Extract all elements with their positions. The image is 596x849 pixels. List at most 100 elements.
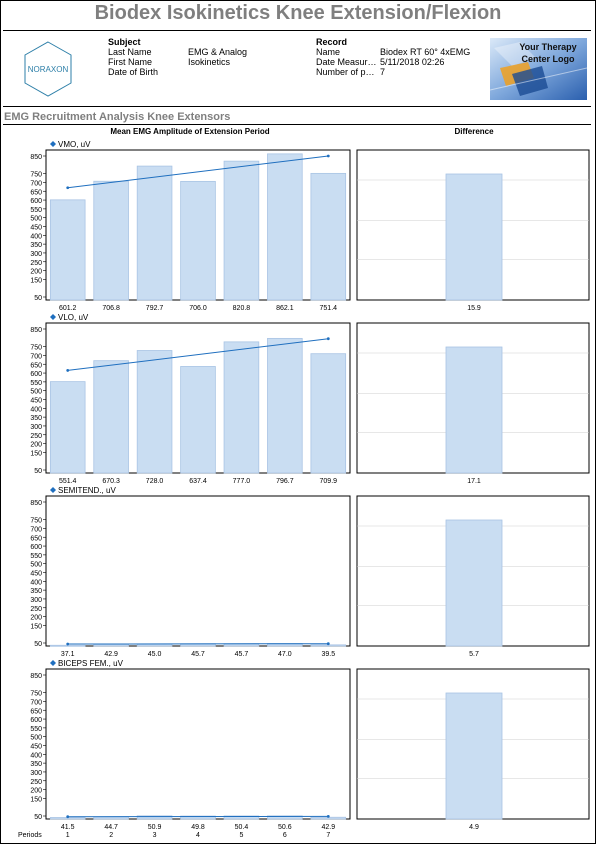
report-title: Biodex Isokinetics Knee Extension/Flexio…: [0, 2, 596, 25]
plot-frame: [46, 669, 350, 819]
y-tick-label: 650: [30, 535, 42, 542]
y-tick-label: 200: [30, 788, 42, 795]
y-tick-label: 150: [30, 450, 42, 457]
y-tick-label: 750: [30, 518, 42, 525]
record-label-name: Name: [316, 47, 340, 57]
noraxon-logo: NORAXON: [22, 40, 74, 103]
trend-point: [66, 369, 69, 372]
series-label: VLO, uV: [58, 313, 89, 322]
y-tick-label: 500: [30, 389, 42, 396]
bar-value-label: 50.9: [148, 824, 162, 831]
y-tick-label: 850: [30, 327, 42, 334]
y-tick-label: 650: [30, 189, 42, 196]
y-tick-label: 400: [30, 233, 42, 240]
difference-bar: [446, 520, 502, 646]
y-tick-label: 200: [30, 442, 42, 449]
y-tick-label: 350: [30, 588, 42, 595]
chart-biceps: BICEPS FEM., uV5015020025030035040045050…: [0, 656, 596, 844]
y-tick-label: 400: [30, 579, 42, 586]
period-label: 4: [196, 832, 200, 839]
subject-value-first-name: Isokinetics: [188, 57, 230, 67]
y-tick-label: 650: [30, 362, 42, 369]
subject-value-last-name: EMG & Analog: [188, 47, 247, 57]
logo-text: NORAXON: [28, 65, 69, 74]
trend-point: [66, 186, 69, 189]
trend-point: [327, 815, 330, 818]
record-heading: Record: [316, 37, 347, 47]
difference-bar: [446, 347, 502, 473]
therapy-center-logo: Your Therapy Center Logo: [490, 38, 587, 100]
divider-section: [3, 124, 591, 125]
series-label: BICEPS FEM., uV: [58, 659, 124, 668]
y-tick-label: 700: [30, 353, 42, 360]
chart-vmo: VMO, uV501502002503003504004505005506006…: [0, 137, 596, 312]
series-marker: [50, 660, 56, 666]
y-tick-label: 300: [30, 597, 42, 604]
trend-point: [327, 642, 330, 645]
y-tick-label: 600: [30, 717, 42, 724]
subject-label-last-name: Last Name: [108, 47, 152, 57]
period-label: 6: [283, 832, 287, 839]
record-label-periods: Number of p…: [316, 67, 375, 77]
y-tick-label: 850: [30, 673, 42, 680]
series-label: SEMITEND., uV: [58, 486, 116, 495]
y-tick-label: 350: [30, 761, 42, 768]
bar: [181, 181, 216, 300]
y-tick-label: 200: [30, 269, 42, 276]
y-tick-label: 300: [30, 251, 42, 258]
y-tick-label: 350: [30, 242, 42, 249]
y-tick-label: 400: [30, 406, 42, 413]
y-tick-label: 600: [30, 544, 42, 551]
y-tick-label: 250: [30, 433, 42, 440]
period-label: 7: [326, 832, 330, 839]
bar: [137, 166, 172, 300]
chart-vlo: VLO, uV501502002503003504004505005506006…: [0, 310, 596, 485]
y-tick-label: 50: [34, 295, 42, 302]
y-tick-label: 400: [30, 752, 42, 759]
bar-value-label: 50.4: [235, 824, 249, 831]
period-label: 2: [109, 832, 113, 839]
bar: [267, 154, 302, 300]
y-tick-label: 450: [30, 225, 42, 232]
y-tick-label: 600: [30, 198, 42, 205]
chart-semitend: SEMITEND., uV501502002503003504004505005…: [0, 483, 596, 658]
y-tick-label: 650: [30, 708, 42, 715]
bar: [267, 338, 302, 473]
section-title: EMG Recruitment Analysis Knee Extensors: [4, 111, 230, 123]
period-label: 5: [239, 832, 243, 839]
y-tick-label: 250: [30, 260, 42, 267]
y-tick-label: 550: [30, 726, 42, 733]
y-tick-label: 750: [30, 691, 42, 698]
y-tick-label: 500: [30, 216, 42, 223]
y-tick-label: 50: [34, 814, 42, 821]
record-value-name: Biodex RT 60° 4xEMG: [380, 47, 470, 57]
bar: [50, 382, 85, 473]
bar: [224, 161, 259, 300]
record-value-periods: 7: [380, 67, 385, 77]
y-tick-label: 700: [30, 699, 42, 706]
bar-value-label: 49.8: [191, 824, 205, 831]
y-tick-label: 600: [30, 371, 42, 378]
record-value-date: 5/11/2018 02:26: [380, 57, 444, 67]
series-marker: [50, 141, 56, 147]
difference-value-label: 4.9: [469, 824, 479, 831]
y-tick-label: 850: [30, 154, 42, 161]
y-tick-label: 250: [30, 606, 42, 613]
y-tick-label: 750: [30, 345, 42, 352]
bar: [181, 366, 216, 473]
y-tick-label: 350: [30, 415, 42, 422]
y-tick-label: 500: [30, 562, 42, 569]
trend-point: [327, 337, 330, 340]
difference-bar: [446, 693, 502, 819]
period-label: 1: [66, 832, 70, 839]
y-tick-label: 450: [30, 571, 42, 578]
divider-top: [3, 30, 591, 31]
series-label: VMO, uV: [58, 140, 91, 149]
y-tick-label: 50: [34, 468, 42, 475]
trend-point: [66, 643, 69, 646]
bar: [50, 200, 85, 300]
y-tick-label: 700: [30, 180, 42, 187]
